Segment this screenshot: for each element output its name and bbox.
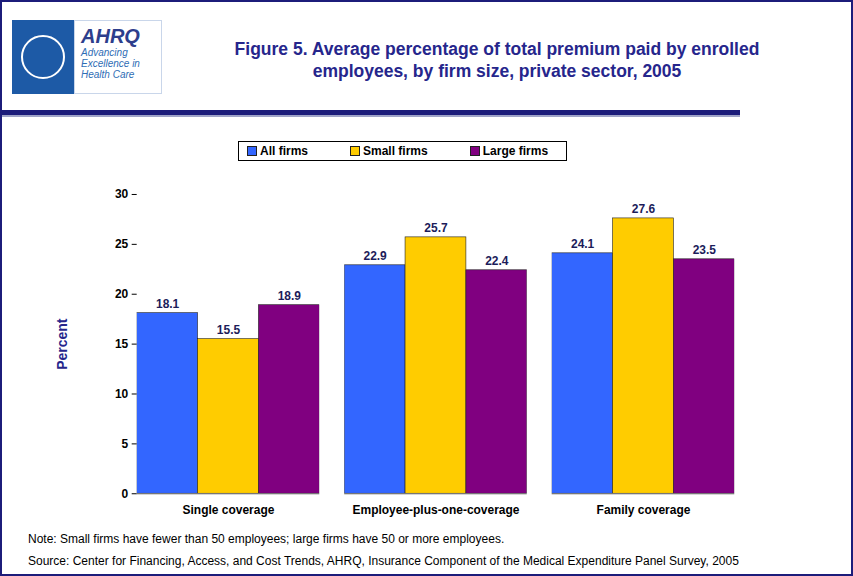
html-text:Large firms: Large firms [482, 144, 549, 158]
svg-text:15: 15 [115, 337, 129, 351]
html-text:Source: Center for Financing,: Source: Center for Financing, Access, an… [28, 554, 739, 568]
svg-text:Employee-plus-one-coverage: Employee-plus-one-coverage [352, 503, 519, 517]
html-text:Excellence in: Excellence in [81, 58, 140, 69]
svg-text:5: 5 [122, 437, 129, 451]
svg-text:10: 10 [115, 387, 129, 401]
svg-text:24.1: 24.1 [571, 237, 595, 251]
svg-text:25.7: 25.7 [424, 221, 448, 235]
svg-text:25: 25 [115, 237, 129, 251]
svg-text:20: 20 [115, 287, 129, 301]
svg-text:Percent: Percent [54, 318, 70, 370]
svg-text:30: 30 [115, 187, 129, 201]
svg-text:0: 0 [122, 487, 129, 501]
svg-text:18.9: 18.9 [278, 289, 302, 303]
svg-text:15.5: 15.5 [217, 323, 241, 337]
svg-text:18.1: 18.1 [156, 297, 180, 311]
html-text:Health Care: Health Care [81, 69, 135, 80]
svg-text:23.5: 23.5 [693, 243, 717, 257]
html-text:Advancing: Advancing [81, 47, 128, 58]
html-text:All firms: All firms [260, 144, 308, 158]
html-text:Small firms: Small firms [363, 144, 428, 158]
svg-text:22.9: 22.9 [363, 249, 387, 263]
svg-text:27.6: 27.6 [632, 202, 656, 216]
svg-text:Family coverage: Family coverage [597, 503, 691, 517]
html-text:Figure 5. Average percentage o: Figure 5. Average percentage of total pr… [234, 39, 760, 81]
svg-text:22.4: 22.4 [485, 254, 509, 268]
svg-text:Single coverage: Single coverage [183, 503, 275, 517]
html-text:AHRQ: AHRQ [81, 25, 140, 47]
html-text:Note: Small firms have fewer t: Note: Small firms have fewer than 50 emp… [28, 532, 505, 546]
